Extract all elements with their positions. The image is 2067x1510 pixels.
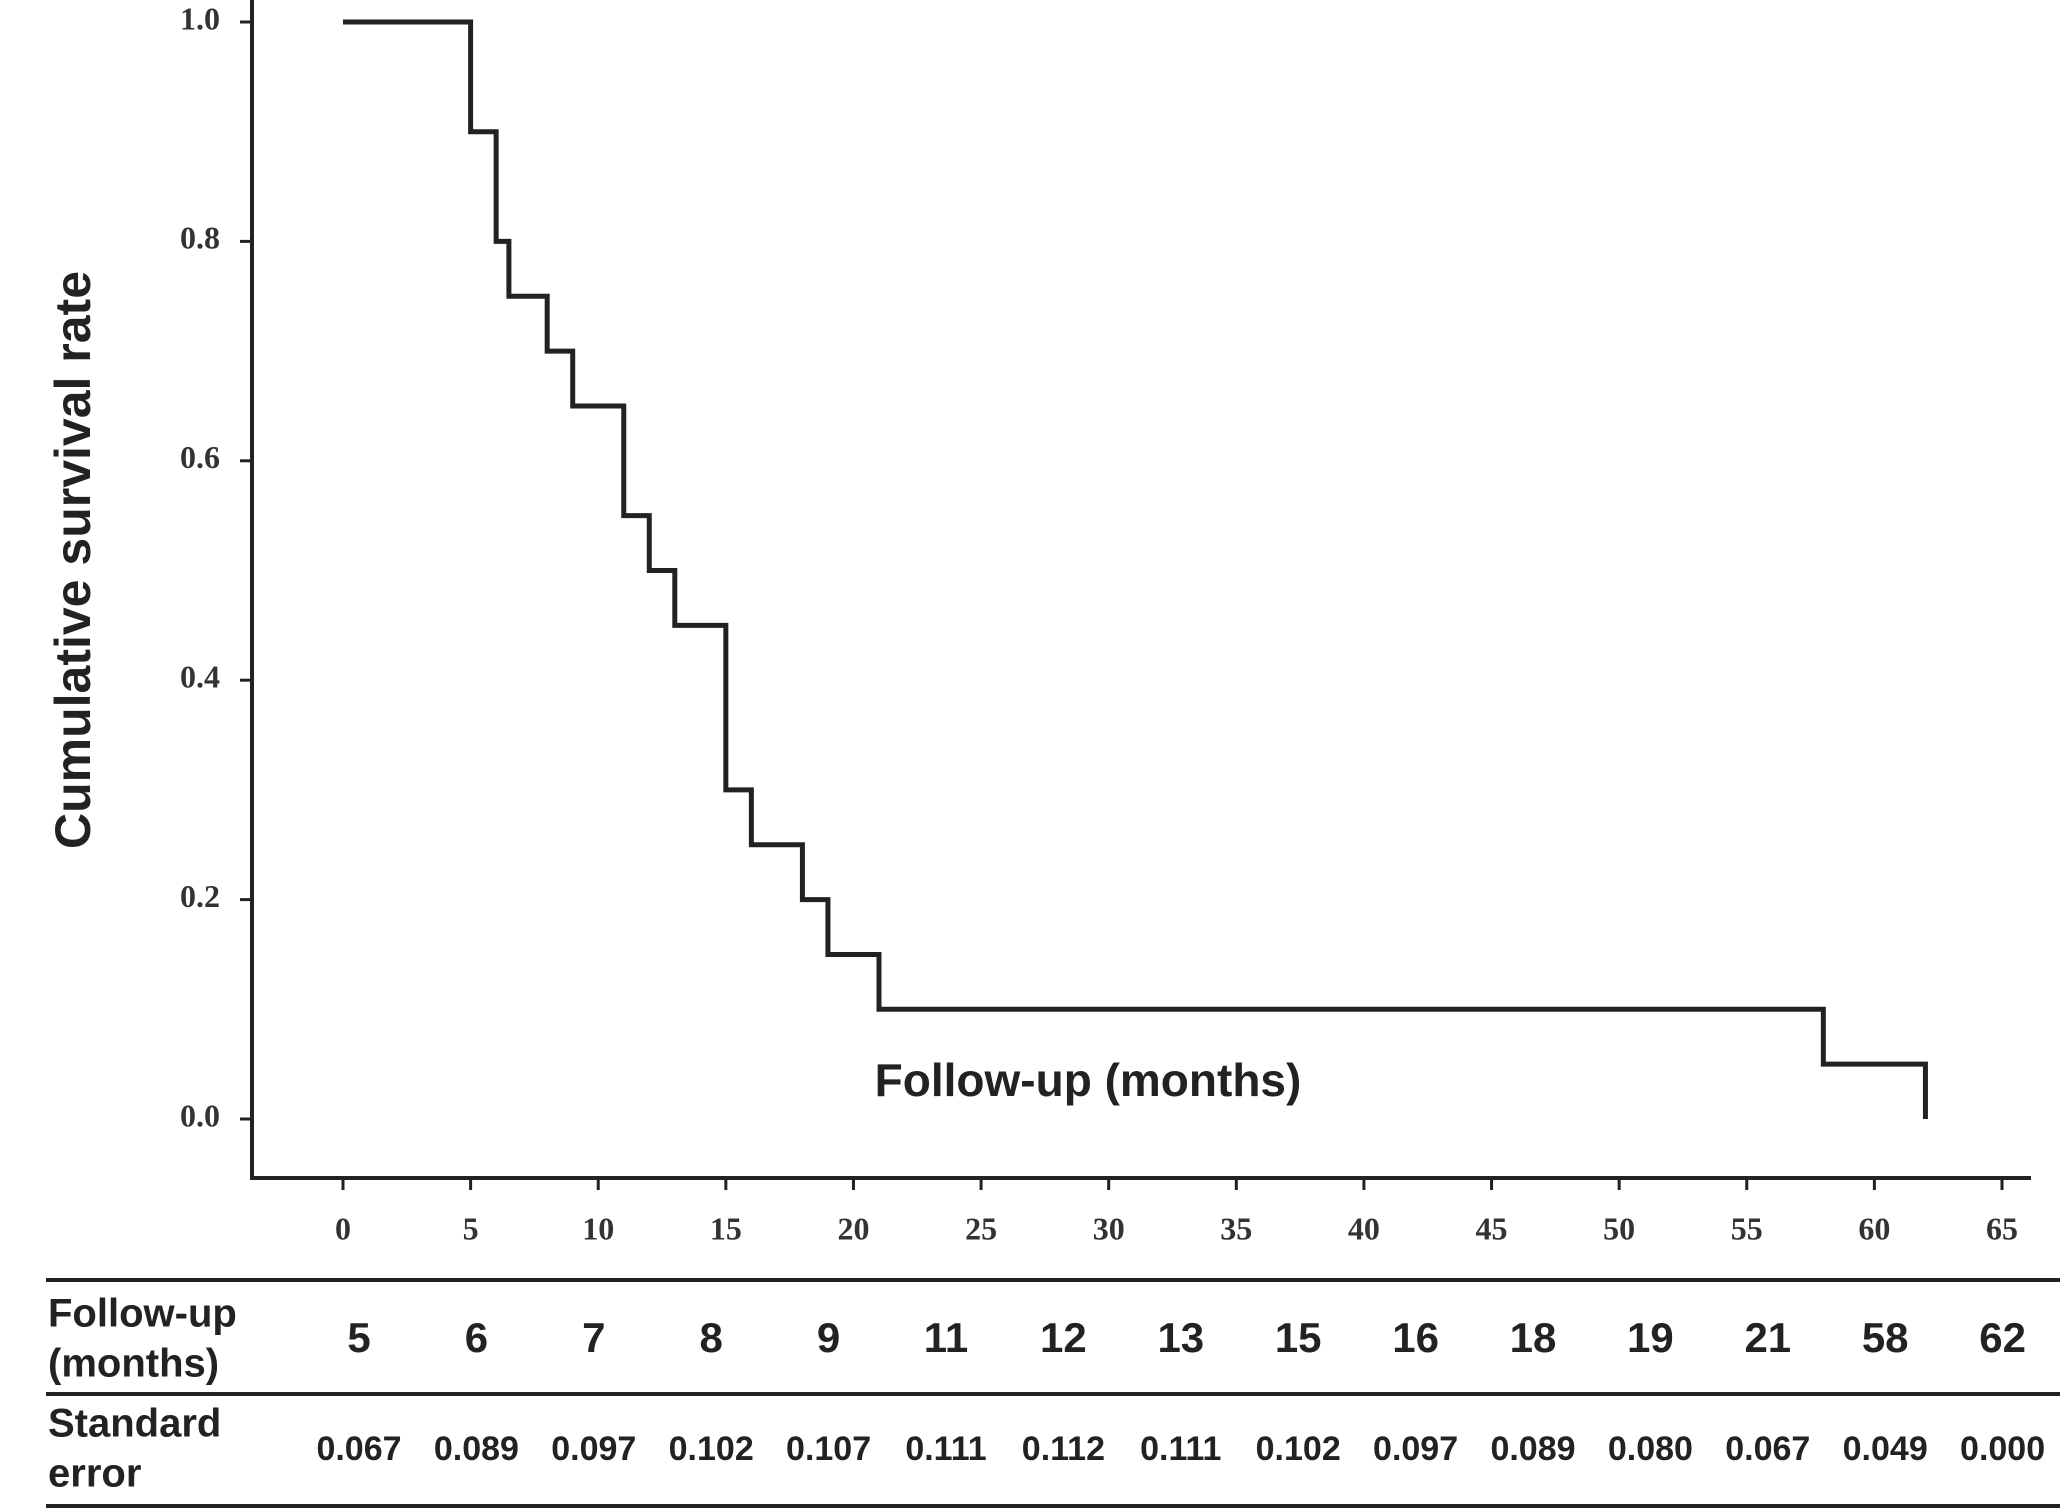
table-cell: 12 [1040, 1314, 1087, 1361]
x-tick-label: 55 [1731, 1210, 1763, 1246]
row-label: Follow-up [48, 1292, 237, 1336]
table-cell: 0.097 [1373, 1430, 1458, 1468]
y-axis-label: Cumulative survival rate [45, 271, 101, 849]
table-cell: 0.067 [316, 1430, 401, 1468]
x-tick-label: 5 [463, 1210, 479, 1246]
table-cell: 16 [1392, 1314, 1439, 1361]
y-tick-label: 0.0 [180, 1097, 220, 1133]
x-tick-label: 30 [1093, 1210, 1125, 1246]
y-tick-label: 0.8 [180, 220, 220, 256]
row-label: (months) [48, 1342, 219, 1386]
table-cell: 0.097 [551, 1430, 636, 1468]
table-cell: 0.111 [1140, 1430, 1221, 1468]
table-cell: 19 [1627, 1314, 1674, 1361]
table-cell: 0.111 [905, 1430, 986, 1468]
x-tick-label: 60 [1858, 1210, 1890, 1246]
row-label: Standard [48, 1402, 221, 1446]
x-tick-label: 0 [335, 1210, 351, 1246]
table-cell: 0.089 [1490, 1430, 1575, 1468]
table-cell: 0.067 [1725, 1430, 1810, 1468]
x-tick-label: 50 [1603, 1210, 1635, 1246]
table-cell: 0.102 [669, 1430, 754, 1468]
x-tick-label: 65 [1986, 1210, 2018, 1246]
survival-curve [343, 19, 1928, 1119]
table-cell: 21 [1744, 1314, 1791, 1361]
x-tick-label: 45 [1476, 1210, 1508, 1246]
table-cell: 0.089 [434, 1430, 519, 1468]
x-tick-label: 20 [837, 1210, 869, 1246]
table-cell: 0.049 [1843, 1430, 1928, 1468]
y-tick-label: 1.0 [180, 0, 220, 36]
table-cell: 13 [1157, 1314, 1204, 1361]
table-cell: 15 [1275, 1314, 1322, 1361]
table-cell: 0.080 [1608, 1430, 1693, 1468]
table-cell: 0.112 [1022, 1430, 1105, 1468]
table-cell: 8 [700, 1314, 723, 1361]
table-cell: 0.000 [1960, 1430, 2045, 1468]
y-tick-label: 0.4 [180, 659, 220, 695]
table-cell: 0.107 [786, 1430, 871, 1468]
table-cell: 7 [582, 1314, 605, 1361]
table-cell: 5 [347, 1314, 370, 1361]
table-cell: 18 [1510, 1314, 1557, 1361]
x-tick-label: 25 [965, 1210, 997, 1246]
x-axis-label: Follow-up (months) [875, 1054, 1302, 1106]
table-cell: 6 [465, 1314, 488, 1361]
table-cell: 62 [1979, 1314, 2026, 1361]
x-tick-label: 40 [1348, 1210, 1380, 1246]
row-label: error [48, 1452, 141, 1496]
x-tick-label: 35 [1220, 1210, 1252, 1246]
table-cell: 58 [1862, 1314, 1909, 1361]
y-tick-label: 0.6 [180, 439, 220, 475]
table-cell: 11 [924, 1314, 968, 1361]
x-tick-label: 10 [582, 1210, 614, 1246]
y-tick-label: 0.2 [180, 878, 220, 914]
x-tick-label: 15 [710, 1210, 742, 1246]
table-cell: 0.102 [1256, 1430, 1341, 1468]
table-cell: 9 [817, 1314, 840, 1361]
